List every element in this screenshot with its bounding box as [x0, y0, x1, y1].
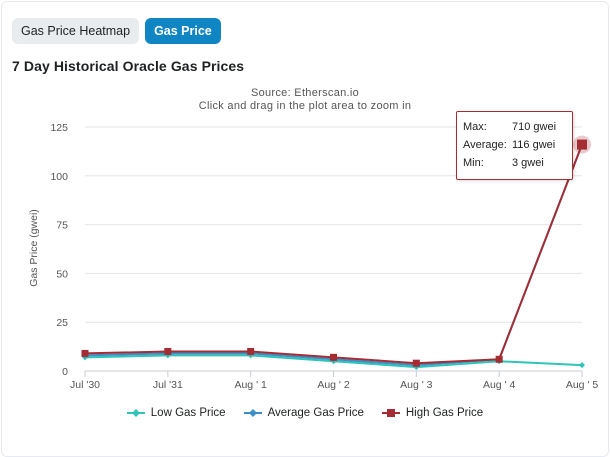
x-tick-label: Aug ' 5 — [566, 379, 599, 391]
x-tick-label: Jul '30 — [70, 379, 100, 391]
axes: 0 25 50 75 100 125 Jul '30 Jul '31 Aug ' 1 Aug ' … — [50, 122, 598, 391]
tooltip-max-label: Max: — [463, 121, 487, 133]
tooltip-average-label: Average: — [463, 139, 507, 151]
tab-gas-price-heatmap[interactable]: Gas Price Heatmap — [12, 18, 140, 44]
tooltip-average-value: 116 gwei — [512, 139, 556, 151]
y-tick-label: 75 — [56, 220, 68, 232]
x-tick-label: Aug ' 1 — [234, 379, 267, 391]
legend-label-average: Average Gas Price — [267, 407, 364, 419]
tooltip-max-value: 710 gwei — [512, 121, 557, 133]
data-point-high-gas-price[interactable] — [81, 349, 89, 357]
data-point-high-gas-price[interactable] — [412, 359, 420, 367]
legend-item-average-gas-price[interactable]: Average Gas Price — [243, 407, 364, 419]
data-point-high-gas-price[interactable] — [247, 347, 255, 355]
legend-label-low: Low Gas Price — [150, 407, 226, 419]
y-tick-label: 125 — [50, 122, 68, 134]
x-tick-label: Aug ' 4 — [483, 379, 516, 391]
y-tick-label: 50 — [56, 268, 68, 280]
x-tick-label: Aug ' 2 — [317, 379, 350, 391]
chart-source: Source: Etherscan.io — [250, 87, 360, 99]
tab-bar: Gas Price Heatmap Gas Price — [12, 18, 221, 44]
tooltip-min-label: Min: — [463, 157, 484, 169]
y-tick-label: 0 — [62, 366, 68, 378]
series-markers — [81, 135, 591, 371]
legend-label-high: High Gas Price — [405, 407, 484, 419]
x-tick-label: Aug ' 3 — [400, 379, 433, 391]
data-point-low-gas-price[interactable] — [579, 362, 585, 369]
tab-gas-price[interactable]: Gas Price — [145, 18, 221, 44]
y-axis-label: Gas Price (gwei) — [28, 209, 40, 287]
y-tick-label: 100 — [50, 171, 68, 183]
tooltip-min-value: 3 gwei — [512, 157, 544, 169]
legend-item-high-gas-price[interactable]: High Gas Price — [381, 407, 484, 419]
legend-marker-low — [126, 408, 145, 418]
legend-marker-average — [243, 408, 262, 418]
data-point-high-gas-price[interactable] — [330, 353, 337, 361]
page-title: 7 Day Historical Oracle Gas Prices — [12, 58, 245, 74]
data-point-high-gas-price[interactable] — [495, 355, 503, 363]
chart-legend: Low Gas Price Average Gas Price High Gas… — [0, 407, 610, 419]
chart-zoom-hint: Click and drag in the plot area to zoom … — [198, 100, 412, 112]
chart-tooltip: Max: 710 gwei Average: 116 gwei Min: 3 g… — [456, 111, 573, 180]
data-point-high-gas-price[interactable] — [577, 139, 587, 150]
x-tick-label: Jul '31 — [153, 379, 183, 391]
legend-marker-high — [381, 408, 400, 418]
legend-item-low-gas-price[interactable]: Low Gas Price — [126, 407, 226, 419]
y-tick-label: 25 — [56, 317, 68, 329]
data-point-high-gas-price[interactable] — [164, 347, 172, 355]
